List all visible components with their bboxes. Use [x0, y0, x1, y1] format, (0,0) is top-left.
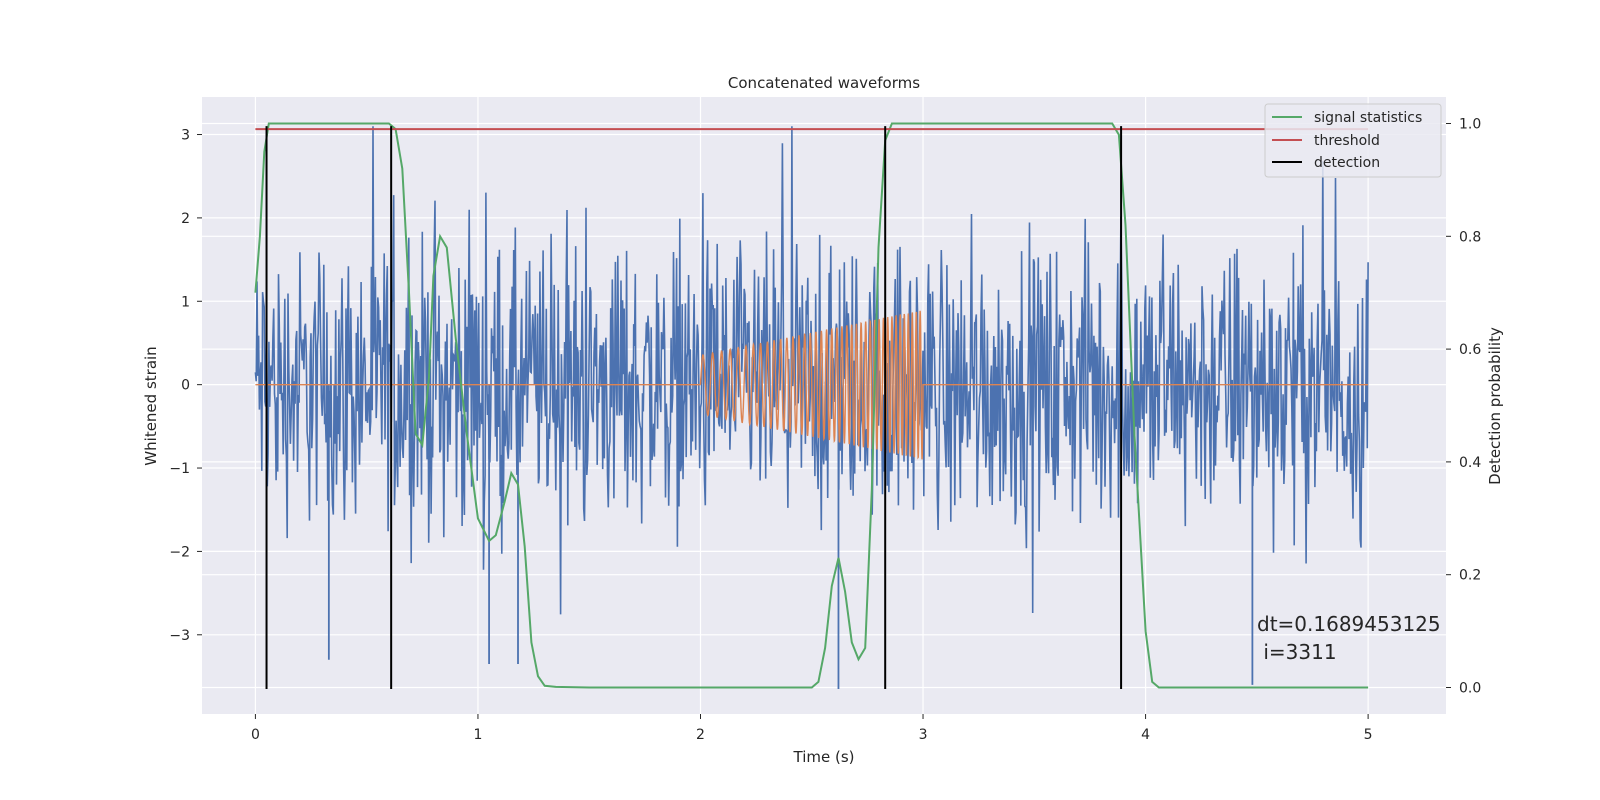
- y-tick-label-right: 0.6: [1459, 342, 1481, 358]
- annotation: dt=0.1689453125 i=3311: [1257, 612, 1441, 664]
- y-tick-label-left: −1: [169, 461, 190, 477]
- legend-label-signal-statistics: signal statistics: [1314, 110, 1422, 126]
- y-axis-label-right: Detection probability: [1486, 327, 1504, 485]
- y-tick-label-left: 0: [181, 378, 190, 394]
- chart-title: Concatenated waveforms: [728, 74, 920, 92]
- y-tick-label-right: 0.8: [1459, 229, 1481, 245]
- y-tick-label-left: 1: [181, 294, 190, 310]
- x-tick-label: 4: [1141, 727, 1150, 743]
- legend-label-detection: detection: [1314, 155, 1380, 171]
- annotation-dt: dt=0.1689453125: [1257, 612, 1441, 636]
- y-tick-label-left: −3: [169, 628, 190, 644]
- x-axis-label: Time (s): [793, 748, 855, 766]
- y-tick-label-right: 0.4: [1459, 455, 1481, 471]
- ticks: 0 1 2 3 4 5 3 2 1 0 −1 −2 −3 1.0 0.8 0.6 0.4 0.2 0.0: [169, 117, 1481, 743]
- x-tick-label: 1: [473, 727, 482, 743]
- x-tick-label: 2: [696, 727, 705, 743]
- legend: signal statistics threshold detection: [1264, 103, 1442, 178]
- legend-box: [1264, 103, 1442, 178]
- x-tick-label: 5: [1364, 727, 1373, 743]
- y-tick-label-right: 0.0: [1459, 680, 1481, 696]
- y-tick-label-left: −2: [169, 544, 190, 560]
- annotation-i: i=3311: [1257, 640, 1337, 664]
- y-tick-label-right: 1.0: [1459, 117, 1481, 133]
- legend-label-threshold: threshold: [1314, 133, 1380, 149]
- x-tick-label: 3: [919, 727, 928, 743]
- y-tick-label-right: 0.2: [1459, 568, 1481, 584]
- y-tick-label-left: 3: [181, 128, 190, 144]
- x-tick-label: 0: [251, 727, 260, 743]
- y-axis-label-left: Whitened strain: [142, 346, 160, 465]
- series-layer: [254, 122, 1369, 689]
- y-tick-label-left: 2: [181, 211, 190, 227]
- series-signal-statistics-line: [254, 122, 1369, 689]
